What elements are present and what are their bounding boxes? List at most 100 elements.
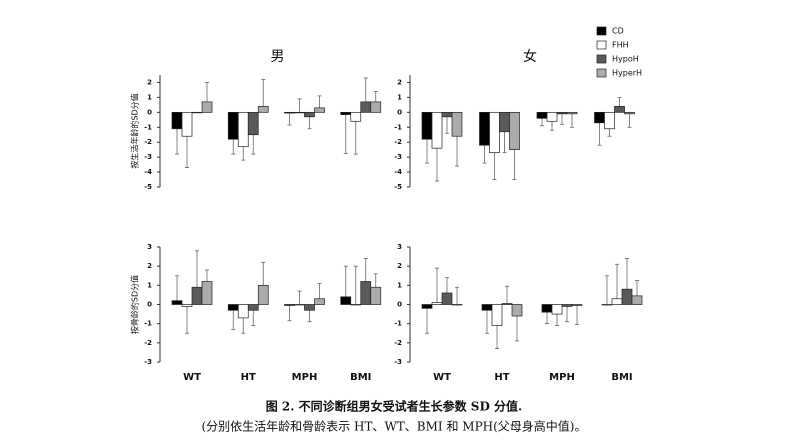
- panel-title: 女: [523, 48, 537, 65]
- bar: [566, 111, 578, 115]
- bar: [631, 295, 643, 305]
- bar: [536, 111, 548, 119]
- bar: [451, 304, 463, 306]
- bar: [350, 304, 362, 306]
- y-tick-label: 0: [397, 301, 402, 309]
- x-tick-label: WT: [183, 372, 201, 383]
- y-tick-label: -1: [144, 123, 152, 131]
- y-tick-label: 1: [147, 281, 152, 289]
- y-tick-label: -2: [394, 339, 402, 347]
- bar: [481, 304, 493, 311]
- bar: [499, 111, 510, 133]
- bar: [541, 304, 553, 313]
- y-axis-label: 按骨龄的SD分值: [130, 275, 140, 334]
- bar: [171, 111, 183, 130]
- legend-label: HypoH: [612, 55, 639, 64]
- y-tick-label: -5: [394, 183, 402, 191]
- y-tick-label: 1: [147, 93, 152, 101]
- bar: [314, 298, 325, 305]
- bar: [556, 111, 568, 115]
- y-tick-label: 1: [397, 93, 402, 101]
- x-tick-label: MPH: [549, 372, 575, 383]
- y-tick-label: -3: [394, 358, 402, 366]
- bar: [284, 304, 295, 306]
- bar: [360, 281, 372, 305]
- y-tick-label: 1: [397, 281, 402, 289]
- y-tick-label: -5: [144, 183, 152, 191]
- bar: [360, 101, 372, 113]
- bar: [594, 111, 605, 124]
- bar: [551, 304, 563, 315]
- legend-swatch: [596, 54, 607, 64]
- y-tick-label: -4: [394, 168, 402, 176]
- x-tick-label: HT: [241, 372, 256, 383]
- legend-swatch: [596, 68, 607, 78]
- bar: [601, 304, 613, 306]
- bar: [191, 286, 203, 305]
- caption-line: 图 2. 不同诊断组男女受试者生长参数 SD 分值.: [266, 399, 523, 414]
- y-tick-label: -4: [144, 168, 152, 176]
- y-tick-label: 0: [147, 108, 152, 116]
- panel-title: 男: [271, 49, 285, 65]
- bar: [181, 111, 193, 137]
- x-tick-label: WT: [433, 372, 451, 383]
- y-tick-label: -3: [394, 153, 402, 161]
- bar: [370, 101, 382, 113]
- y-tick-label: 2: [147, 78, 152, 86]
- bar: [237, 111, 249, 148]
- bar: [350, 111, 362, 122]
- legend-swatch: [596, 40, 607, 50]
- legend-swatch: [596, 26, 607, 36]
- bar: [614, 106, 625, 113]
- bar: [284, 111, 295, 114]
- caption-line: (分别依生活年龄和骨龄表示 HT、WT、BMI 和 MPH(父母身高中值)。: [202, 419, 587, 434]
- bar: [304, 304, 315, 311]
- y-tick-label: -3: [144, 153, 152, 161]
- bar: [489, 111, 500, 154]
- bar: [370, 286, 382, 305]
- y-tick-label: -3: [144, 358, 152, 366]
- bar: [441, 111, 453, 118]
- bar: [314, 107, 325, 113]
- bar: [546, 111, 558, 122]
- y-tick-label: 0: [147, 301, 152, 309]
- bar: [624, 111, 635, 115]
- bar: [621, 288, 633, 305]
- bar: [421, 111, 433, 140]
- bar: [247, 111, 259, 136]
- bar: [191, 111, 203, 114]
- y-axis-label: 按生活年龄的SD分值: [130, 93, 140, 168]
- bar: [431, 111, 443, 149]
- x-tick-label: MPH: [292, 372, 318, 383]
- y-tick-label: -2: [144, 138, 152, 146]
- bar: [340, 111, 352, 115]
- bar: [257, 106, 269, 113]
- bar: [571, 304, 583, 306]
- bar: [509, 111, 520, 151]
- bar: [227, 111, 239, 140]
- y-tick-label: 3: [397, 243, 402, 251]
- x-tick-label: BMI: [350, 372, 371, 383]
- y-tick-label: -2: [144, 339, 152, 347]
- bar: [561, 304, 573, 307]
- y-tick-label: 2: [397, 262, 402, 270]
- bar: [201, 101, 213, 113]
- bar: [421, 304, 433, 309]
- y-tick-label: 0: [397, 108, 402, 116]
- bar: [501, 303, 513, 305]
- bar: [431, 302, 443, 305]
- y-tick-label: -1: [394, 123, 402, 131]
- legend-label: HyperH: [612, 69, 642, 78]
- y-tick-label: 3: [147, 243, 152, 251]
- bar: [257, 284, 269, 305]
- bar: [604, 111, 615, 130]
- y-tick-label: -2: [394, 138, 402, 146]
- bar: [491, 304, 503, 326]
- y-tick-label: 2: [147, 262, 152, 270]
- bar: [294, 304, 305, 306]
- y-tick-label: 2: [397, 78, 402, 86]
- bar: [441, 292, 453, 305]
- y-tick-label: -1: [144, 320, 152, 328]
- bar: [479, 111, 490, 146]
